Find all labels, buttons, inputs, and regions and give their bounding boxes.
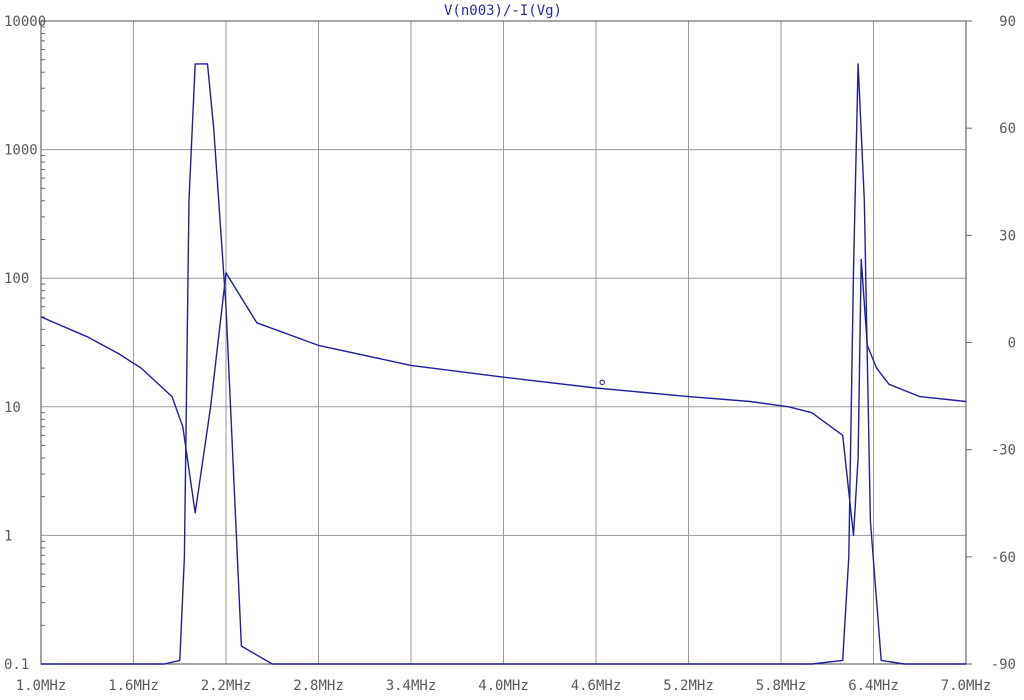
x-tick-label: 2.8MHz	[293, 678, 344, 694]
x-tick-label: 1.6MHz	[108, 678, 159, 694]
y-right-tick-label: 90	[999, 14, 1016, 30]
y-axis-left: 0.1 1 10 100 1000 10000	[4, 14, 46, 673]
x-tick-label: 5.8MHz	[756, 678, 807, 694]
grid-lines	[40, 20, 967, 665]
y-right-tick-label: -30	[991, 443, 1016, 459]
chart-title: V(n003)/-I(Vg)	[444, 3, 562, 19]
y-left-tick-label: 100	[4, 271, 29, 287]
y-right-tick-label: 60	[999, 121, 1016, 137]
series-line-left	[40, 258, 967, 537]
x-tick-label: 2.2MHz	[201, 678, 252, 694]
x-tick-label: 7.0MHz	[941, 678, 992, 694]
x-tick-label: 3.4MHz	[386, 678, 437, 694]
y-axis-right: -90 -60 -30 0 30 60 90	[966, 14, 1016, 673]
y-right-tick-label: 30	[999, 228, 1016, 244]
x-tick-label: 1.0MHz	[16, 678, 67, 694]
y-left-tick-label: 1	[4, 528, 12, 544]
x-tick-label: 5.2MHz	[663, 678, 714, 694]
series-line-right	[41, 63, 966, 665]
x-tick-label: 4.6MHz	[571, 678, 622, 694]
x-axis: 1.0MHz 1.6MHz 2.2MHz 2.8MHz 3.4MHz 4.0MHz 4.6M…	[16, 678, 992, 694]
series-layer	[40, 63, 967, 665]
cursor-marker	[599, 379, 605, 386]
y-right-tick-label: 0	[1008, 336, 1016, 352]
y-right-tick-label: -60	[991, 550, 1016, 566]
x-tick-label: 6.4MHz	[848, 678, 899, 694]
y-left-tick-label: 10000	[4, 14, 46, 30]
y-left-tick-label: 0.1	[4, 657, 29, 673]
y-right-tick-label: -90	[991, 657, 1016, 673]
x-tick-label: 4.0MHz	[478, 678, 529, 694]
y-left-tick-label: 10	[4, 400, 21, 416]
y-left-tick-label: 1000	[4, 143, 38, 159]
